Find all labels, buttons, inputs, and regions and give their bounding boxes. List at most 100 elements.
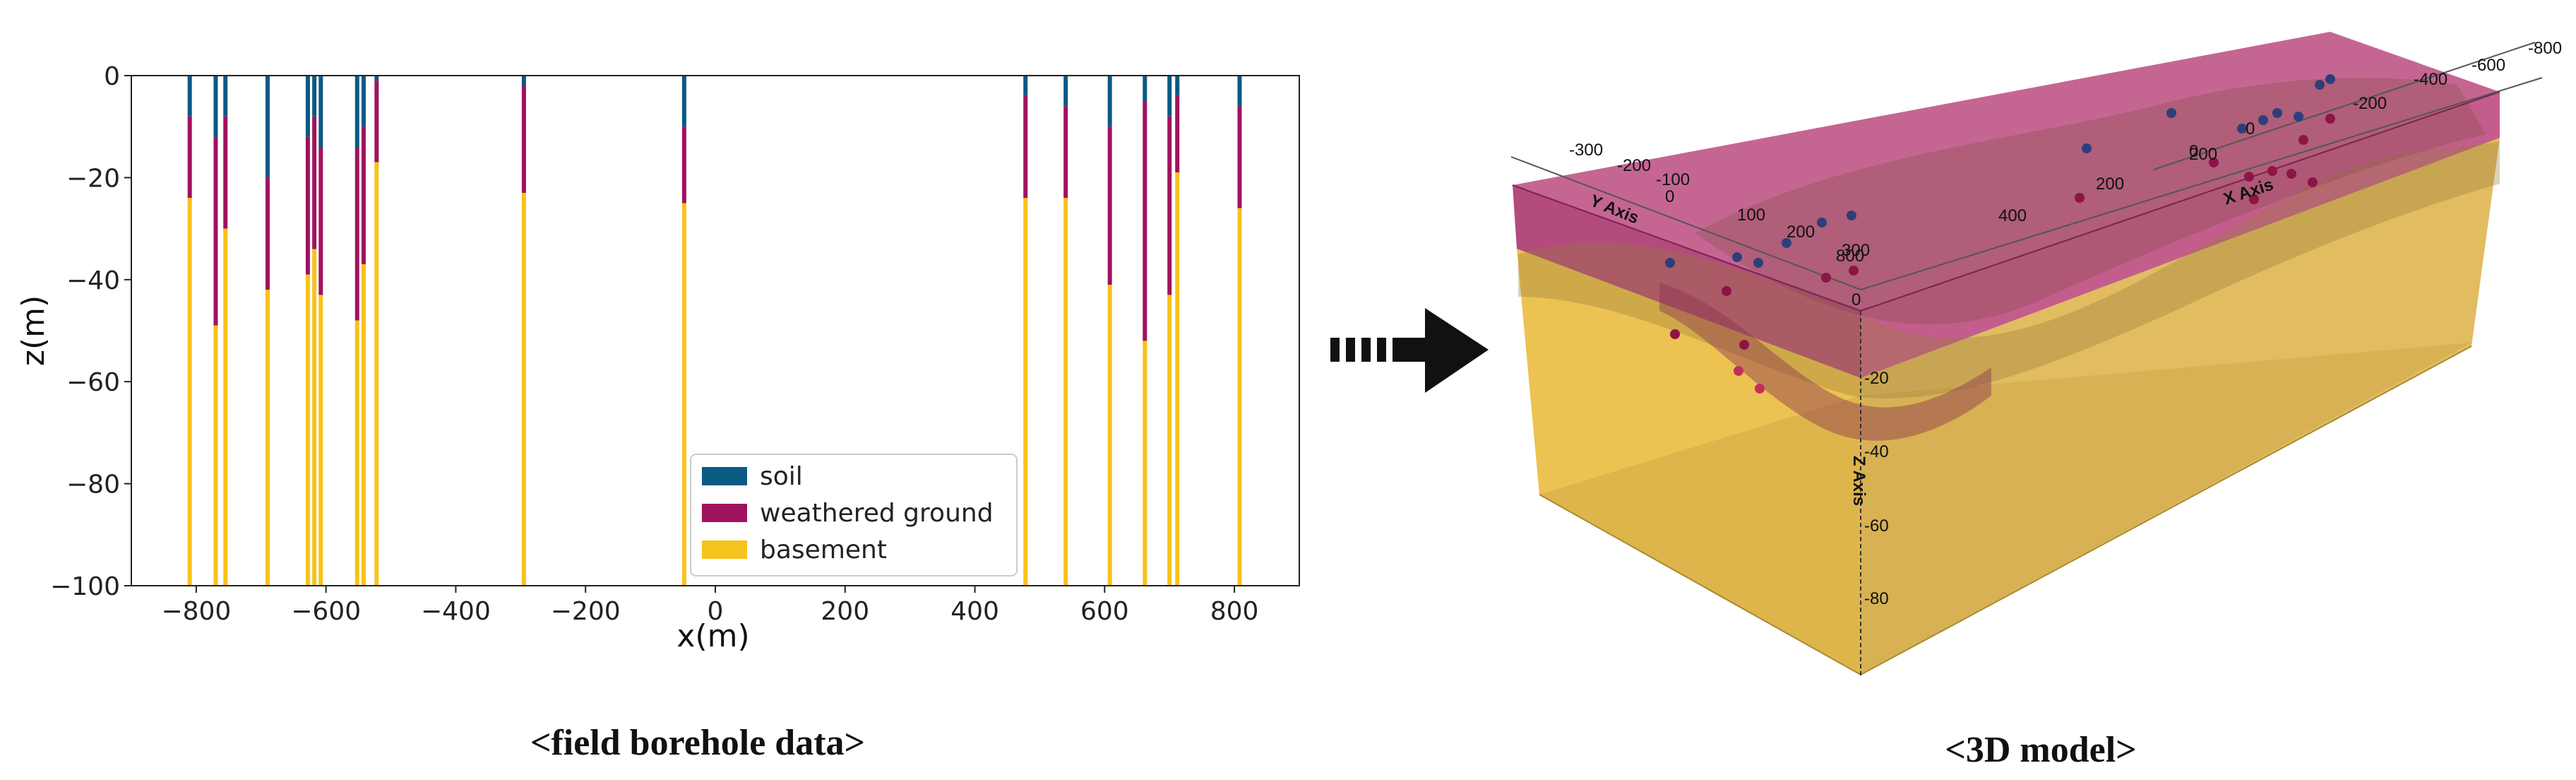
- weathered-bar: [305, 136, 310, 275]
- basement-bar: [1143, 341, 1147, 586]
- basement-right-face: [1861, 138, 2500, 675]
- soil-bar: [265, 76, 270, 178]
- top-tick-label: 0: [2246, 119, 2255, 138]
- z-tick-label: -80: [1864, 589, 1889, 608]
- borehole-point: [1734, 366, 1743, 376]
- basement-bar: [223, 228, 228, 586]
- borehole-point: [1739, 340, 1749, 350]
- weathered-top-face: [1513, 32, 2500, 311]
- y-axis-line: [1510, 156, 1861, 290]
- x-tick-label: 400: [1998, 206, 2027, 225]
- borehole-point: [1732, 252, 1742, 262]
- borehole-point: [2272, 108, 2282, 118]
- y-tick-label: −60: [66, 368, 120, 397]
- basement-bar: [318, 295, 323, 586]
- basement-bar: [312, 249, 317, 586]
- y-tick-label: −80: [66, 471, 120, 500]
- borehole-point: [2308, 177, 2318, 187]
- basement-bar: [374, 162, 379, 586]
- soil-bar: [1107, 76, 1112, 127]
- borehole-point: [1753, 258, 1763, 268]
- legend-box: [690, 454, 1018, 577]
- borehole-point: [1755, 384, 1765, 394]
- basement-bar: [1063, 198, 1068, 586]
- x-tick-label: −800: [161, 597, 231, 626]
- borehole-point: [2286, 169, 2296, 179]
- basement-bar: [354, 320, 359, 586]
- z-tick-label: -60: [1864, 516, 1889, 536]
- weathered-bar: [1175, 95, 1180, 173]
- weathered-bar: [681, 126, 686, 203]
- legend: soil weathered ground basement: [690, 454, 1018, 577]
- y-tick-label: -100: [1656, 170, 1690, 189]
- x-ticks: −800 −600 −400 −200 0 200 400 600 800: [161, 586, 1258, 626]
- x-tick-label: 400: [950, 597, 999, 626]
- legend-label-weathered: weathered ground: [760, 499, 994, 528]
- x-tick-label: −400: [421, 597, 491, 626]
- borehole-point: [1821, 273, 1831, 283]
- weathered-bar: [265, 177, 270, 290]
- basement-left-face: [1517, 249, 1861, 675]
- borehole-point: [2267, 166, 2277, 176]
- basement-bar: [305, 274, 310, 586]
- basement-bar: [1167, 295, 1172, 586]
- basement-bar: [1175, 172, 1180, 586]
- soil-bar: [1063, 76, 1068, 107]
- basement-bar: [265, 290, 270, 586]
- basement-bar: [521, 193, 526, 586]
- soil-bar: [354, 76, 359, 148]
- borehole-point: [2325, 74, 2335, 84]
- borehole-point: [2325, 114, 2335, 124]
- z-tick-label: -20: [1864, 369, 1889, 388]
- borehole-chart: −800 −600 −400 −200 0 200 400 600 800 0 −20 −40 −60…: [16, 62, 1300, 763]
- top-tick-label: -600: [2471, 56, 2505, 75]
- weathered-bar: [187, 116, 192, 199]
- weathered-bar: [318, 147, 323, 295]
- basement-bar: [1237, 208, 1242, 586]
- caption-left: <field borehole data>: [530, 723, 865, 763]
- y-ticks: 0 −20 −40 −60 −80 −100: [50, 62, 131, 601]
- z-tick-label: 0: [1852, 290, 1861, 309]
- top-tick-label: -800: [2528, 39, 2562, 58]
- y-tick-label: 100: [1737, 206, 1765, 225]
- soil-bar: [374, 76, 379, 81]
- borehole-points: [1665, 74, 2335, 394]
- legend-swatch-weathered: [702, 504, 747, 522]
- borehole-point: [1670, 329, 1680, 339]
- basin-surface: [1659, 283, 1991, 441]
- soil-bar: [187, 76, 192, 117]
- weathered-bar: [223, 116, 228, 229]
- weathered-right-face: [1861, 92, 2500, 378]
- z-axis-3d-label: Z Axis: [1849, 456, 1868, 506]
- weathered-bar: [213, 136, 218, 326]
- weathered-bar: [1063, 106, 1068, 199]
- borehole-point: [1817, 218, 1827, 228]
- legend-swatch-soil: [702, 467, 747, 485]
- borehole-point: [2082, 143, 2092, 153]
- legend-swatch-basement: [702, 540, 747, 559]
- borehole-point: [1665, 258, 1675, 268]
- weathered-left-face: [1513, 185, 1861, 378]
- arrow-right-icon: [1330, 308, 1489, 393]
- y-tick-label: -200: [1617, 156, 1651, 175]
- soil-bar: [318, 76, 323, 148]
- soil-bar: [213, 76, 218, 137]
- borehole-point: [1782, 238, 1791, 248]
- y-tick-label: −100: [50, 572, 120, 601]
- x-tick-label: 200: [2096, 175, 2124, 194]
- borehole-point: [2075, 193, 2085, 203]
- borehole-point: [2258, 115, 2268, 125]
- soil-bar: [312, 76, 317, 117]
- x-tick-label: 0: [708, 597, 724, 626]
- legend-label-basement: basement: [760, 536, 887, 565]
- top-tick-label: -200: [2353, 94, 2387, 113]
- borehole-bars: [187, 76, 1242, 586]
- y-axis-label: z(m): [16, 295, 52, 366]
- basement-back-shade: [1539, 343, 2471, 675]
- y-tick-label: 200: [1787, 223, 1815, 242]
- y-tick-label: 0: [1665, 187, 1674, 206]
- weathered-bar: [312, 116, 317, 249]
- y-tick-label: -300: [1569, 141, 1603, 160]
- basement-bar: [1023, 198, 1028, 586]
